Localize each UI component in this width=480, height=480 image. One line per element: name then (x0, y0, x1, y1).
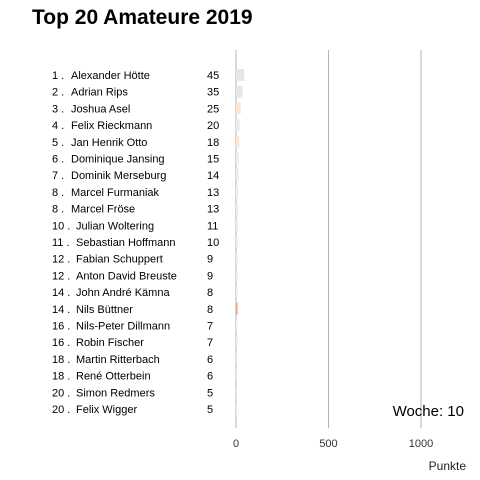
axis-layer: 0 500 1000 (233, 438, 433, 450)
row-rank: 8 . (52, 187, 64, 199)
bar (236, 286, 238, 299)
bar (236, 135, 240, 148)
row-name: Anton David Breuste (76, 270, 177, 282)
bar (236, 185, 239, 198)
bar (236, 269, 238, 282)
row-rank: 4 . (52, 120, 64, 132)
bar (236, 336, 238, 349)
row-rank: 1 . (52, 70, 64, 82)
row-value: 9 (207, 270, 213, 282)
bar (236, 119, 240, 132)
row-value: 13 (207, 204, 219, 216)
row-rank: 7 . (52, 170, 64, 182)
row-name: Sebastian Hoffmann (76, 237, 175, 249)
row-rank: 14 . (52, 304, 70, 316)
row-name: Dominique Jansing (71, 154, 165, 166)
row-value: 15 (207, 154, 219, 166)
bar (236, 202, 239, 215)
row-name: René Otterbein (76, 371, 151, 383)
row-rank: 11 . (52, 237, 70, 249)
bar (236, 152, 239, 165)
bar (236, 69, 245, 81)
bar (236, 236, 238, 248)
row-name: Dominik Merseburg (71, 170, 166, 182)
row-rank: 18 . (52, 371, 70, 383)
row-rank: 12 . (52, 270, 70, 282)
bar (236, 169, 239, 182)
row-name: Adrian Rips (71, 87, 128, 99)
row-name: Jan Henrik Otto (71, 137, 147, 149)
row-rank: 16 . (52, 337, 70, 349)
bar (236, 302, 238, 315)
row-rank: 12 . (52, 254, 70, 266)
x-tick-label: 0 (233, 438, 239, 450)
bar (236, 252, 238, 265)
bar (236, 403, 237, 415)
row-rank: 20 . (52, 387, 70, 399)
row-value: 5 (207, 404, 213, 416)
row-value: 25 (207, 103, 219, 115)
row-name: Alexander Hötte (71, 70, 150, 82)
bar (236, 102, 241, 115)
x-tick-label: 1000 (409, 438, 433, 450)
row-name: Nils-Peter Dillmann (76, 321, 170, 333)
bar (236, 219, 239, 232)
row-value: 5 (207, 387, 213, 399)
bar-layer (236, 69, 245, 415)
row-value: 11 (207, 220, 218, 232)
row-name: Robin Fischer (76, 337, 144, 349)
row-name: Felix Wigger (76, 404, 137, 416)
grid-layer (235, 50, 422, 428)
row-value: 9 (207, 254, 213, 266)
row-name: Simon Redmers (76, 387, 155, 399)
week-annotation: Woche: 10 (393, 403, 464, 420)
row-name: Nils Büttner (76, 304, 133, 316)
row-value: 7 (207, 321, 213, 333)
row-value: 14 (207, 170, 219, 182)
row-value: 6 (207, 354, 213, 366)
row-rank: 14 . (52, 287, 70, 299)
label-layer: 1 . Alexander Hötte 45 2 . Adrian Rips 35 3 . J… (52, 70, 219, 416)
row-name: Felix Rieckmann (71, 120, 152, 132)
row-name: Marcel Furmaniak (71, 187, 160, 199)
row-name: Marcel Fröse (71, 204, 135, 216)
bar (236, 85, 243, 98)
bar (236, 352, 238, 365)
row-rank: 6 . (52, 154, 64, 166)
bar (236, 369, 238, 382)
row-rank: 2 . (52, 87, 64, 99)
row-value: 8 (207, 287, 213, 299)
row-rank: 10 . (52, 220, 70, 232)
row-name: Joshua Asel (71, 103, 130, 115)
row-rank: 3 . (52, 103, 64, 115)
row-name: Julian Woltering (76, 220, 154, 232)
row-value: 7 (207, 337, 213, 349)
bar (236, 386, 237, 399)
row-value: 20 (207, 120, 219, 132)
row-value: 35 (207, 87, 219, 99)
row-rank: 16 . (52, 321, 70, 333)
row-rank: 8 . (52, 204, 64, 216)
bar (236, 319, 238, 332)
row-value: 10 (207, 237, 219, 249)
row-rank: 18 . (52, 354, 70, 366)
chart-title: Top 20 Amateure 2019 (32, 6, 253, 29)
row-rank: 20 . (52, 404, 70, 416)
row-name: Martin Ritterbach (76, 354, 160, 366)
row-value: 18 (207, 137, 219, 149)
x-axis-label: Punkte (429, 459, 467, 473)
row-value: 13 (207, 187, 219, 199)
row-rank: 5 . (52, 137, 64, 149)
row-value: 45 (207, 70, 219, 82)
row-value: 6 (207, 371, 213, 383)
row-value: 8 (207, 304, 213, 316)
row-name: John André Kämna (76, 287, 170, 299)
row-name: Fabian Schuppert (76, 254, 163, 266)
x-tick-label: 500 (319, 438, 337, 450)
